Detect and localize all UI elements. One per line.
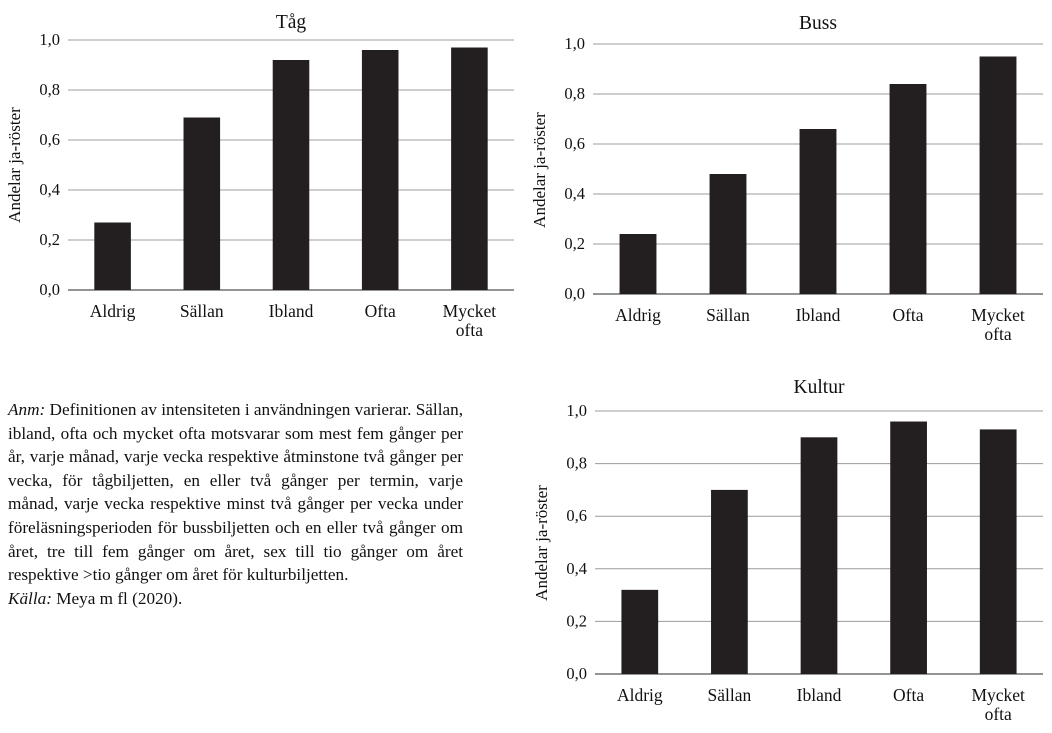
x-tick-label: Mycket ofta <box>971 305 1025 344</box>
bar <box>272 60 310 290</box>
y-tick-label: 0,6 <box>39 130 60 149</box>
y-tick-label: 0,2 <box>564 234 585 253</box>
note-source-text: Meya m fl (2020). <box>51 588 183 608</box>
y-tick-label: 0,0 <box>566 664 587 683</box>
x-tick-label: Sällan <box>708 685 752 705</box>
y-axis-label: Andelar ja-röster <box>5 107 24 223</box>
bar <box>619 234 657 294</box>
bar <box>799 129 837 294</box>
bar <box>361 50 399 290</box>
x-tick-label: Ibland <box>796 305 841 325</box>
chart-buss-svg: Buss Andelar ja-röster 0,0 0,2 0,4 0,6 0,8 1,0 A… <box>530 13 1043 344</box>
bar <box>709 174 747 294</box>
x-tick-label: Ofta <box>893 685 924 705</box>
y-tick-label: 1,0 <box>566 401 587 420</box>
y-tick-label: 1,0 <box>564 34 585 53</box>
x-tick-label: Ofta <box>365 301 396 321</box>
y-tick-label: 0,8 <box>564 84 585 103</box>
y-tick-label: 0,0 <box>39 280 60 299</box>
x-tick-label: Mycket ofta <box>443 301 497 340</box>
chart-title: Buss <box>799 13 837 34</box>
bar <box>451 47 488 290</box>
chart-tag: Tåg Andelar ja-röster 0,0 0,2 0,4 0,6 0,8 1,0 Al… <box>0 0 530 370</box>
chart-note: Anm: Definitionen av intensiteten i anvä… <box>8 398 463 610</box>
bar <box>711 489 748 674</box>
note-paragraph: Anm: Definitionen av intensiteten i anvä… <box>8 398 463 587</box>
chart-kultur-svg: Kultur Andelar ja-röster 0,0 0,2 0,4 0,6 0,8 1,… <box>532 377 1043 724</box>
chart-tag-svg: Tåg Andelar ja-röster 0,0 0,2 0,4 0,6 0,8 1,0 Al… <box>5 12 514 340</box>
x-tick-label: Mycket ofta <box>971 685 1025 724</box>
note-source-label: Källa: <box>8 588 52 608</box>
y-tick-label: 0,8 <box>39 80 60 99</box>
x-tick-label: Ibland <box>797 685 842 705</box>
y-tick-label: 0,6 <box>566 506 587 525</box>
y-tick-label: 0,2 <box>39 230 60 249</box>
y-tick-label: 0,4 <box>39 180 60 199</box>
chart-title: Kultur <box>794 377 845 398</box>
x-tick-label: Sällan <box>706 305 750 325</box>
bar <box>800 437 838 674</box>
y-tick-label: 0,0 <box>564 284 585 303</box>
bar <box>621 589 659 674</box>
y-tick-label: 0,2 <box>566 611 587 630</box>
y-axis-label: Andelar ja-röster <box>530 112 549 228</box>
x-tick-label: Aldrig <box>617 685 663 705</box>
y-tick-label: 0,4 <box>566 559 587 578</box>
bar <box>979 429 1017 674</box>
y-tick-label: 1,0 <box>39 30 60 49</box>
x-tick-label: Ibland <box>269 301 314 321</box>
bar <box>889 84 927 294</box>
y-axis-label: Andelar ja-röster <box>532 485 551 601</box>
bar <box>890 421 927 674</box>
bar <box>183 117 221 290</box>
note-anm-label: Anm: <box>8 400 46 419</box>
bar <box>979 56 1017 294</box>
note-source-paragraph: Källa: Meya m fl (2020). <box>8 587 463 611</box>
x-tick-label: Ofta <box>892 305 923 325</box>
chart-kultur: Kultur Andelar ja-röster 0,0 0,2 0,4 0,6 0,8 1,… <box>525 368 1052 733</box>
x-tick-label: Aldrig <box>90 301 136 321</box>
y-tick-label: 0,6 <box>564 134 585 153</box>
y-tick-label: 0,4 <box>564 184 585 203</box>
bar <box>94 222 131 290</box>
note-anm-text: Definitionen av intensiteten i användnin… <box>8 400 463 585</box>
y-tick-label: 0,8 <box>566 454 587 473</box>
chart-buss: Buss Andelar ja-röster 0,0 0,2 0,4 0,6 0,8 1,0 A… <box>525 0 1052 370</box>
chart-title: Tåg <box>276 12 307 33</box>
x-tick-label: Aldrig <box>615 305 661 325</box>
x-tick-label: Sällan <box>180 301 224 321</box>
